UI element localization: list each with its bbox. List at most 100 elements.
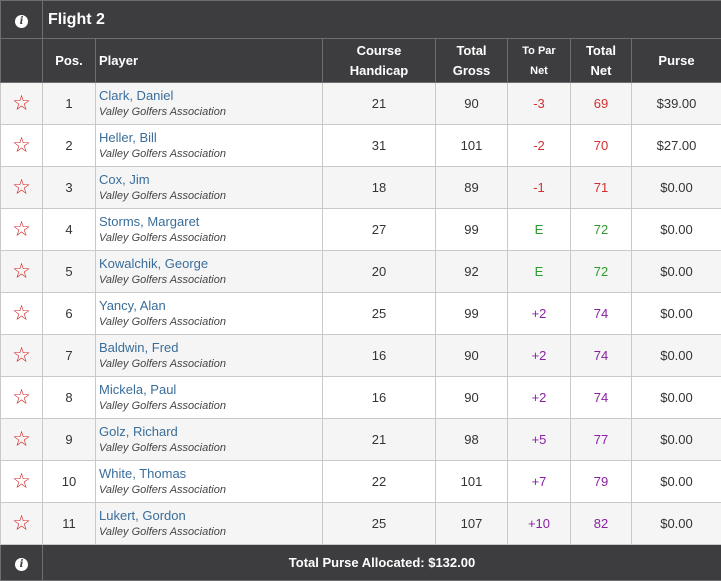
player-name-link[interactable]: Kowalchik, George (99, 255, 322, 272)
star-icon[interactable]: ☆ (12, 217, 31, 241)
total-net: 77 (571, 419, 632, 461)
player-name-link[interactable]: Yancy, Alan (99, 297, 322, 314)
total-purse-label: Total Purse Allocated: (289, 555, 425, 570)
position: 10 (43, 461, 96, 503)
star-icon[interactable]: ☆ (12, 175, 31, 199)
purse: $0.00 (632, 503, 721, 545)
course-handicap: 21 (323, 419, 436, 461)
header-player: Player (96, 39, 323, 83)
total-net: 74 (571, 335, 632, 377)
total-gross: 89 (436, 167, 508, 209)
total-net: 79 (571, 461, 632, 503)
star-icon[interactable]: ☆ (12, 91, 31, 115)
to-par-net: +2 (508, 293, 571, 335)
favorite-cell[interactable]: ☆ (1, 419, 43, 461)
total-net: 82 (571, 503, 632, 545)
footer-info-cell[interactable]: i (1, 545, 43, 581)
star-icon[interactable]: ☆ (12, 469, 31, 493)
to-par-net: E (508, 251, 571, 293)
player-club: Valley Golfers Association (99, 146, 322, 163)
player-name-link[interactable]: Heller, Bill (99, 129, 322, 146)
info-icon[interactable]: i (15, 558, 28, 571)
total-net: 69 (571, 83, 632, 125)
course-handicap: 31 (323, 125, 436, 167)
star-icon[interactable]: ☆ (12, 343, 31, 367)
player-club: Valley Golfers Association (99, 524, 322, 541)
player-name-link[interactable]: Clark, Daniel (99, 87, 322, 104)
player-name-link[interactable]: Lukert, Gordon (99, 507, 322, 524)
position: 1 (43, 83, 96, 125)
position: 5 (43, 251, 96, 293)
course-handicap: 25 (323, 503, 436, 545)
star-icon[interactable]: ☆ (12, 301, 31, 325)
total-gross: 90 (436, 335, 508, 377)
favorite-cell[interactable]: ☆ (1, 167, 43, 209)
player-name-link[interactable]: Mickela, Paul (99, 381, 322, 398)
total-net: 72 (571, 251, 632, 293)
favorite-cell[interactable]: ☆ (1, 125, 43, 167)
favorite-cell[interactable]: ☆ (1, 503, 43, 545)
player-club: Valley Golfers Association (99, 314, 322, 331)
star-icon[interactable]: ☆ (12, 427, 31, 451)
total-gross: 99 (436, 209, 508, 251)
player-name-link[interactable]: White, Thomas (99, 465, 322, 482)
course-handicap: 27 (323, 209, 436, 251)
course-handicap: 16 (323, 335, 436, 377)
player-name-link[interactable]: Cox, Jim (99, 171, 322, 188)
player-club: Valley Golfers Association (99, 230, 322, 247)
course-handicap: 21 (323, 83, 436, 125)
position: 6 (43, 293, 96, 335)
to-par-net: +7 (508, 461, 571, 503)
player-name-link[interactable]: Storms, Margaret (99, 213, 322, 230)
course-handicap: 25 (323, 293, 436, 335)
favorite-cell[interactable]: ☆ (1, 377, 43, 419)
total-gross: 98 (436, 419, 508, 461)
total-purse: Total Purse Allocated: $132.00 (43, 545, 721, 581)
to-par-net: E (508, 209, 571, 251)
total-gross: 90 (436, 83, 508, 125)
header-course-handicap: Course Handicap (323, 39, 436, 83)
player-club: Valley Golfers Association (99, 440, 322, 457)
favorite-cell[interactable]: ☆ (1, 209, 43, 251)
info-icon[interactable]: i (15, 15, 28, 28)
star-icon[interactable]: ☆ (12, 133, 31, 157)
course-handicap: 20 (323, 251, 436, 293)
star-icon[interactable]: ☆ (12, 385, 31, 409)
flight-header: i Flight 2 (1, 1, 721, 39)
favorite-cell[interactable]: ☆ (1, 335, 43, 377)
total-purse-value: $132.00 (428, 555, 475, 570)
favorite-cell[interactable]: ☆ (1, 83, 43, 125)
purse: $0.00 (632, 209, 721, 251)
player-club: Valley Golfers Association (99, 272, 322, 289)
to-par-net: +2 (508, 377, 571, 419)
total-net: 74 (571, 377, 632, 419)
favorite-cell[interactable]: ☆ (1, 461, 43, 503)
to-par-net: -3 (508, 83, 571, 125)
purse: $27.00 (632, 125, 721, 167)
favorite-cell[interactable]: ☆ (1, 293, 43, 335)
flight-title-cell: Flight 2 (43, 1, 721, 39)
total-gross: 101 (436, 125, 508, 167)
total-net: 71 (571, 167, 632, 209)
purse: $0.00 (632, 251, 721, 293)
player-name-link[interactable]: Baldwin, Fred (99, 339, 322, 356)
flight-info-cell[interactable]: i (1, 1, 43, 39)
column-header-row: Pos. Player Course Handicap Total Gross … (1, 39, 721, 83)
player-name-link[interactable]: Golz, Richard (99, 423, 322, 440)
favorite-cell[interactable]: ☆ (1, 251, 43, 293)
position: 7 (43, 335, 96, 377)
star-icon[interactable]: ☆ (12, 259, 31, 283)
star-icon[interactable]: ☆ (12, 511, 31, 535)
